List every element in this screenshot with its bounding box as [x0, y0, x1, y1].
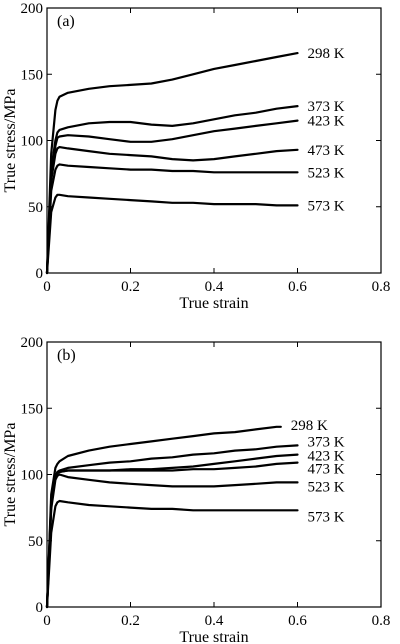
series-label: 523 K	[308, 479, 345, 495]
series-line	[45, 52, 299, 275]
x-axis-title: True strain	[179, 295, 248, 312]
x-tick-label: 0	[43, 613, 51, 629]
series-line	[45, 499, 299, 609]
x-axis-title: True strain	[179, 629, 248, 644]
series-line	[45, 461, 299, 609]
y-axis-title: True stress/MPa	[2, 423, 19, 527]
panel-label: (b)	[57, 347, 76, 364]
series-label: 423 K	[308, 449, 345, 465]
y-tick-label: 150	[21, 67, 44, 83]
series-label: 523 K	[308, 165, 345, 181]
chart-panel-b: 0 0.2 0.4 0.6 0.8 0 50 100 150 200 True strain True…	[2, 335, 390, 644]
series-line	[45, 146, 299, 275]
series-line	[45, 163, 299, 275]
y-tick-label: 100	[21, 468, 44, 484]
y-tick-label: 200	[21, 1, 44, 17]
y-tick-label: 200	[21, 335, 44, 351]
chart-panel-a: 0 0.2 0.4 0.6 0.8 0 50 100 150 200 True strain True…	[2, 1, 390, 312]
x-tick-label: 0.2	[121, 279, 140, 295]
series-label: 573 K	[308, 198, 345, 214]
series-label: 573 K	[308, 509, 345, 525]
y-tick-label: 100	[21, 134, 44, 150]
series-line	[45, 105, 299, 275]
y-axis-title: True stress/MPa	[2, 89, 19, 193]
x-tick-label: 0.8	[372, 613, 391, 629]
series-line	[45, 473, 299, 609]
series-label: 298 K	[308, 46, 345, 62]
y-tick-label: 50	[28, 200, 43, 216]
y-tick-label: 150	[21, 401, 44, 417]
series-label: 298 K	[291, 418, 328, 434]
series-label: 373 K	[308, 99, 345, 115]
series-line	[45, 425, 282, 609]
series-label: 473 K	[308, 462, 345, 478]
series-line	[45, 119, 299, 275]
x-tick-label: 0.2	[121, 613, 140, 629]
y-tick-label: 0	[36, 600, 44, 616]
x-tick-label: 0.4	[205, 279, 224, 295]
x-tick-label: 0.6	[288, 279, 307, 295]
x-tick-label: 0.8	[372, 279, 391, 295]
series-line	[45, 453, 299, 609]
series-label: 423 K	[308, 114, 345, 130]
x-tick-label: 0	[43, 279, 51, 295]
x-tick-label: 0.4	[205, 613, 224, 629]
series-label: 373 K	[308, 434, 345, 450]
x-tick-label: 0.6	[288, 613, 307, 629]
panel-label: (a)	[57, 13, 75, 30]
series-line	[45, 193, 299, 275]
y-tick-label: 50	[28, 534, 43, 550]
series-label: 473 K	[308, 143, 345, 159]
y-tick-label: 0	[36, 266, 44, 282]
